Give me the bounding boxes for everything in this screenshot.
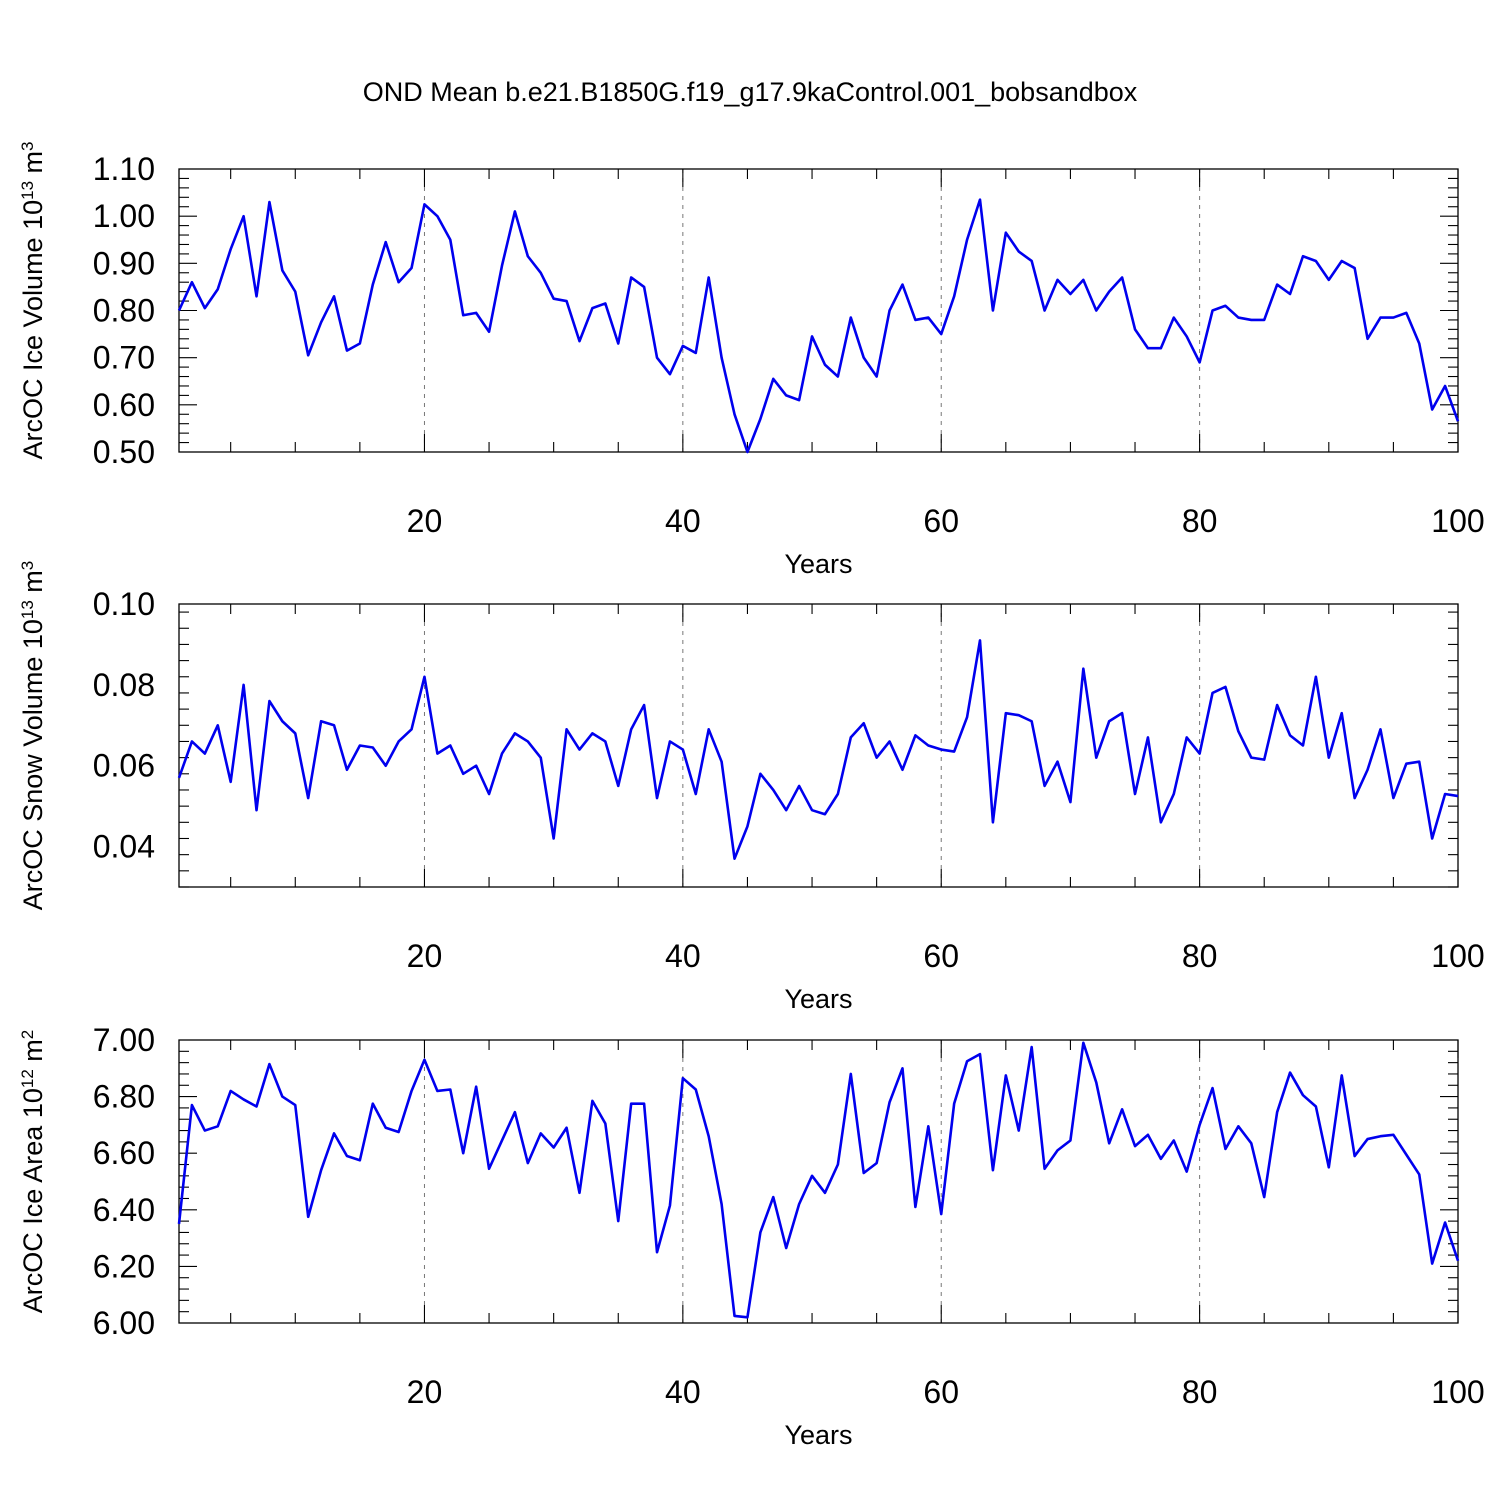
- y-tick-label: 0.50: [93, 434, 155, 470]
- x-tick-label: 40: [665, 503, 701, 539]
- y-tick-label: 0.70: [93, 340, 155, 376]
- y-axis-label: ArcOC Ice Area 1012 m2: [18, 1030, 49, 1314]
- panel-2: 0.04 0.06 0.08 0.10 20 40 60 80 100 Years ArcOC Sn…: [18, 561, 1485, 1014]
- x-axis-label: Years: [784, 1420, 852, 1450]
- y-tick-label: 6.80: [93, 1079, 155, 1115]
- figure-title: OND Mean b.e21.B1850G.f19_g17.9kaControl…: [363, 77, 1138, 107]
- y-tick-label: 1.10: [93, 151, 155, 187]
- x-tick-label: 100: [1431, 938, 1484, 974]
- y-axis-label-text: m: [18, 1039, 48, 1069]
- x-tick-label: 60: [923, 1374, 959, 1410]
- x-axis-label: Years: [784, 549, 852, 579]
- panel-3: 6.00 6.20 6.40 6.60 6.80 7.00 20 40 60 80 100 Years…: [18, 1022, 1485, 1450]
- y-axis-label-text: m: [18, 570, 48, 600]
- y-axis-label-text: ArcOC Snow Volume 10: [18, 619, 48, 910]
- panel-1: 0.50 0.60 0.70 0.80 0.90 1.00 1.10 20 40 60 80 100 Y…: [18, 141, 1485, 579]
- y-tick-label: 7.00: [93, 1022, 155, 1058]
- x-tick-label: 40: [665, 938, 701, 974]
- x-tick-label: 60: [923, 503, 959, 539]
- plot-frame: [178, 603, 1459, 888]
- y-tick-label: 0.10: [93, 586, 155, 622]
- y-axis-label-exponent: 13: [18, 600, 37, 619]
- x-tick-label: 40: [665, 1374, 701, 1410]
- y-tick-label: 0.90: [93, 245, 155, 281]
- y-axis-label-exponent: 2: [18, 1030, 37, 1039]
- x-tick-label: 80: [1182, 1374, 1218, 1410]
- y-axis-label: ArcOC Snow Volume 1013 m3: [18, 561, 49, 911]
- y-axis-label: ArcOC Ice Volume 1013 m3: [18, 141, 49, 459]
- y-tick-label: 0.06: [93, 748, 155, 784]
- plot-frame: [178, 1039, 1459, 1324]
- y-tick-label: 6.40: [93, 1192, 155, 1228]
- y-axis-label-text: ArcOC Ice Area 10: [18, 1088, 48, 1313]
- x-tick-label: 20: [407, 938, 443, 974]
- y-tick-label: 6.60: [93, 1135, 155, 1171]
- panels: 0.50 0.60 0.70 0.80 0.90 1.00 1.10 20 40 60 80 100 Y…: [18, 141, 1485, 1450]
- x-tick-label: 20: [407, 1374, 443, 1410]
- x-tick-label: 20: [407, 503, 443, 539]
- y-tick-label: 0.04: [93, 829, 155, 865]
- x-axis-label: Years: [784, 984, 852, 1014]
- y-tick-label: 0.80: [93, 293, 155, 329]
- x-tick-label: 60: [923, 938, 959, 974]
- series-line: [177, 198, 1460, 454]
- y-axis-label-text: m: [18, 151, 48, 181]
- y-tick-label: 1.00: [93, 198, 155, 234]
- series-line: [177, 1041, 1460, 1319]
- y-axis-label-text: ArcOC Ice Volume 10: [18, 200, 48, 460]
- series-line: [177, 639, 1459, 861]
- x-tick-label: 80: [1182, 503, 1218, 539]
- y-tick-label: 6.00: [93, 1305, 155, 1341]
- plot-frame: [178, 168, 1459, 453]
- y-axis-label-exponent: 3: [18, 141, 37, 150]
- x-tick-label: 80: [1182, 938, 1218, 974]
- y-axis-label-exponent: 3: [18, 561, 37, 570]
- y-axis-label-exponent: 13: [18, 181, 37, 200]
- y-tick-label: 0.08: [93, 667, 155, 703]
- y-tick-label: 0.60: [93, 387, 155, 423]
- x-tick-label: 100: [1431, 503, 1484, 539]
- y-tick-label: 6.20: [93, 1248, 155, 1284]
- x-tick-label: 100: [1431, 1374, 1484, 1410]
- y-axis-label-exponent: 12: [18, 1069, 37, 1088]
